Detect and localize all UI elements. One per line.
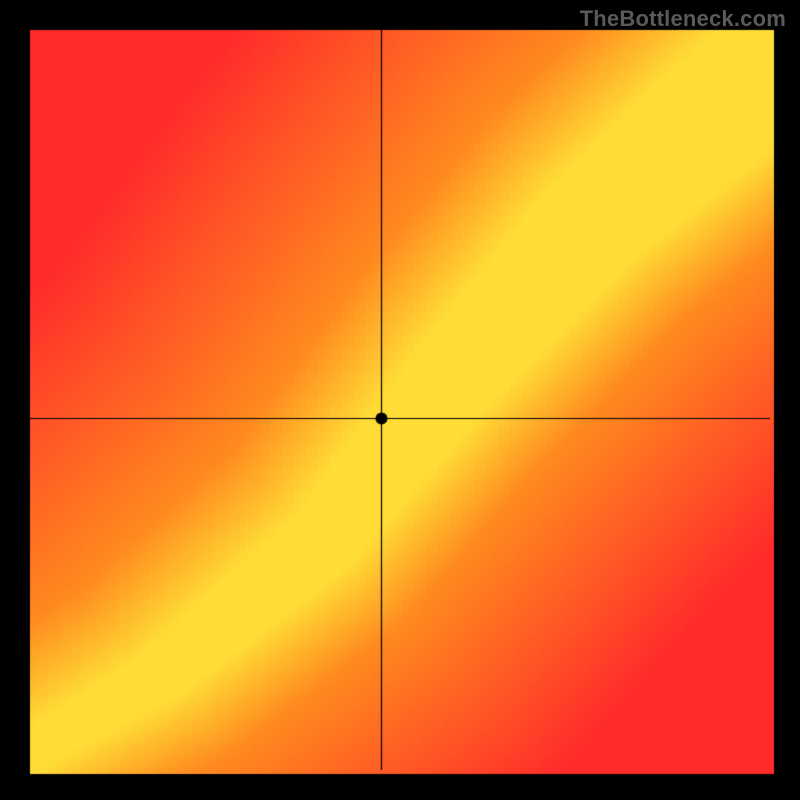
watermark-text: TheBottleneck.com xyxy=(580,6,786,32)
bottleneck-heatmap xyxy=(0,0,800,800)
chart-container: TheBottleneck.com xyxy=(0,0,800,800)
